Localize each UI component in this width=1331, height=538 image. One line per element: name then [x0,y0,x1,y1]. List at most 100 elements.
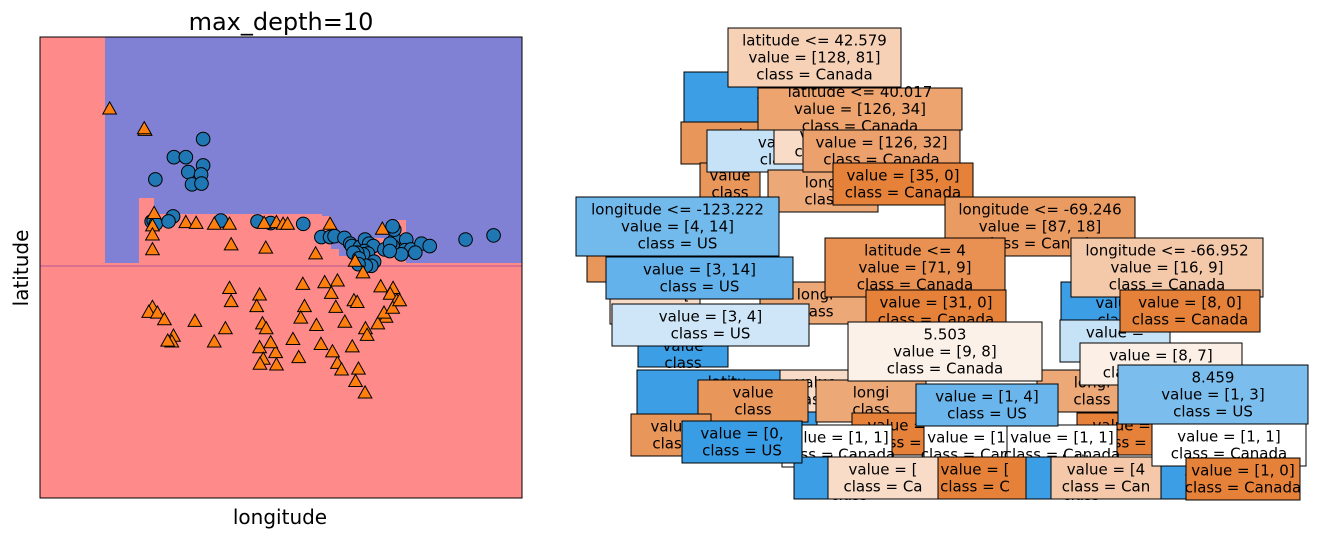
tree-node-box [1050,456,1162,500]
tree-node-line: class = Canada [857,276,973,294]
canada-point [221,216,238,230]
tree-node-line: class = Canada [1132,311,1248,329]
tree-node-box [827,456,939,500]
canada-point [357,384,373,399]
us-point [148,172,163,187]
canada-region [139,198,154,214]
canada-point [206,216,222,230]
canada-point [316,274,333,289]
decision-boundary-plot: max_depth=10 longitude latitude [9,8,523,529]
plot-frame [39,36,523,499]
canada-point [384,300,401,314]
tree-node-line: class = Canada [887,360,1003,378]
tree-node-line: latitude <= 4 [864,242,966,260]
canada-point [295,276,311,290]
tree-node-line: class = Canada [1109,276,1225,294]
tree-node-line: class [734,401,771,419]
canada-point [248,298,265,313]
canada-point [258,320,274,335]
canada-point [285,331,301,346]
tree-node-box [611,303,810,347]
tree-node-line: class = Ca [843,478,922,496]
canada-point [333,361,350,376]
canada-point [160,332,176,347]
tree-node-box [681,420,803,464]
tree-node-line: class = US [671,325,751,343]
tree-node-line: class = US [947,405,1027,423]
tree-node-line: value = [3, 14] [643,261,756,279]
tree-node-line: value = [126, 32] [815,134,947,152]
canada-point [308,317,325,332]
canada-point [293,309,309,324]
canada-point [344,338,360,353]
canada-point [291,349,307,364]
tree-node: value = [3, 14]class = US [605,256,794,300]
canada-point [267,344,284,359]
us-point [458,232,473,247]
tree-node-line: class = Canada [845,184,961,202]
tree-node-line: longi [853,384,890,402]
tree-node-line: class [804,191,841,209]
tree-node-box [915,383,1059,427]
us-point [194,176,209,191]
tree-node-line: value = [1, 1] [1010,429,1113,447]
canada-point [279,216,296,230]
canada-point [322,216,338,230]
canada-point [347,373,364,387]
us-region [139,209,179,214]
tree-node-line: value = [ [849,461,918,479]
canada-point [223,293,239,308]
us-point [422,238,438,254]
canada-point [256,215,272,229]
tree-node: value = [3, 4]class = US [611,303,810,347]
tree-node-line: value = [8, 0] [1138,294,1241,312]
tree-node-line: value = [1, 1] [1177,428,1280,446]
canada-point [313,336,329,350]
tree-node-line: value = [0, [700,425,783,443]
tree-node-line: value [733,384,774,402]
tree-node-box [1117,364,1309,425]
canada-point [221,280,238,294]
canada-point [350,360,367,375]
canada-point [178,214,194,229]
tree-node-line: class [652,435,689,453]
canada-point [373,278,389,293]
tree-node-line: value = [128, 81] [748,49,880,67]
canada-point [324,343,341,358]
canada-point [370,315,386,330]
canada-point [347,253,363,267]
tree-node-line: longitude <= -69.246 [958,201,1121,219]
tree-node-line: longitude <= -66.952 [1085,242,1248,260]
canada-point [258,239,274,254]
canada-point [355,264,371,279]
canada-point [187,313,203,327]
canada-point [263,334,279,349]
us-point [408,245,423,260]
x-axis-label: longitude [233,505,327,529]
canada-point [337,314,353,328]
tree-node-line: class = US [702,442,782,460]
tree-node-line: value = [1, 4] [935,388,1038,406]
canada-point [323,285,339,299]
us-point [181,164,196,180]
tree-node-line: longitude <= -123.222 [591,201,764,219]
us-point [178,149,194,165]
canada-point [251,339,268,354]
canada-point [359,327,375,341]
us-point [195,131,211,147]
canada-point [144,226,161,241]
tree-node-line: value = [4, 14] [621,218,734,236]
tree-node-line: class [1073,391,1110,409]
tree-node-line: class = C [940,478,1010,496]
tree-node-line: longi [797,286,834,304]
tree-node-line: class = Can [1062,478,1151,496]
tree-node: value = [8, 0]class = Canada [1119,289,1261,333]
